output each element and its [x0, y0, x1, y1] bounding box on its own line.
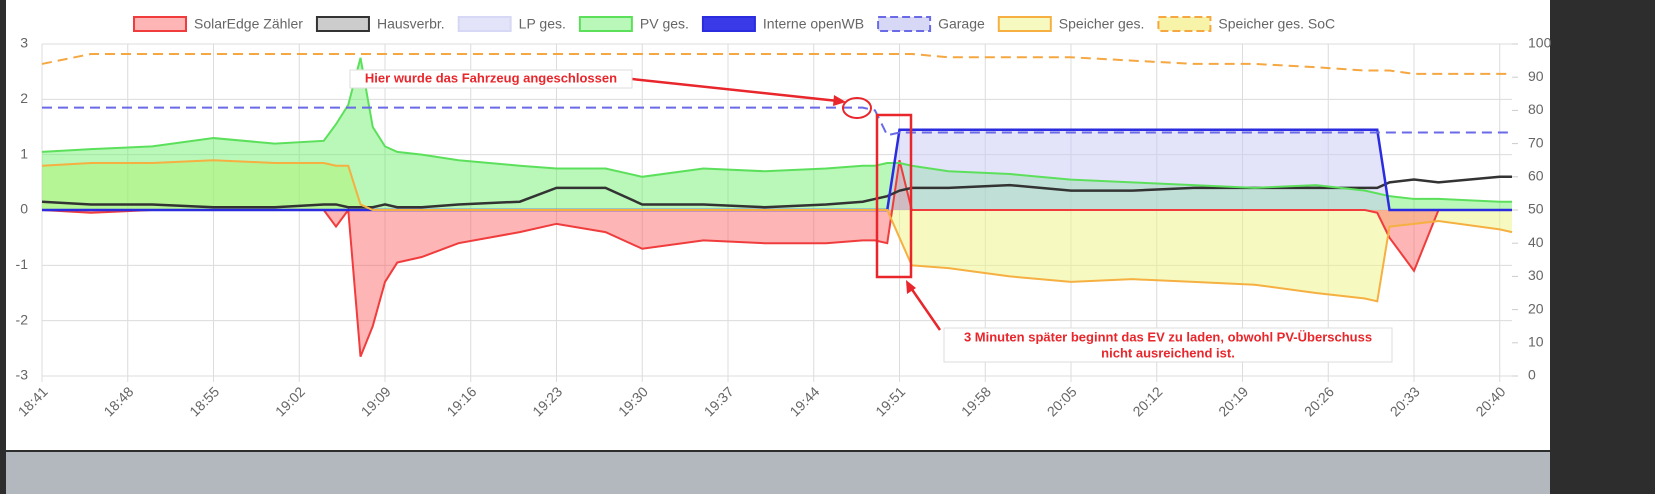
y2-tick-label: 30: [1528, 267, 1544, 283]
series-line: [42, 106, 1512, 137]
legend: SolarEdge Zähler Hausverbr. LP ges. PV ges.…: [133, 16, 1335, 32]
legend-label: Speicher ges.: [1059, 16, 1145, 32]
y-tick-label: 0: [20, 201, 28, 217]
arrow: [631, 77, 839, 103]
legend-swatch: [877, 16, 932, 32]
annotation-box: [943, 327, 1393, 363]
y-tick-label: -3: [16, 367, 29, 383]
y2-tick-label: 80: [1528, 101, 1544, 117]
highlight-ellipse: [842, 97, 872, 119]
annotation: nicht ausreichend ist.: [1101, 345, 1235, 360]
plot: [41, 52, 1513, 358]
y2-tick-label: 70: [1528, 134, 1544, 150]
legend-swatch: [457, 16, 512, 32]
y2-tick-label: 20: [1528, 300, 1544, 316]
legend-swatch: [1157, 16, 1212, 32]
series-line: [41, 52, 1512, 75]
highlight-box: [875, 113, 913, 279]
series-area: [42, 57, 1512, 211]
y2-tick-label: 50: [1528, 201, 1544, 217]
y2-tick-label: 100: [1528, 35, 1552, 51]
y2-tick-label: 0: [1528, 367, 1536, 383]
y2-tick-label: 60: [1528, 168, 1544, 184]
y-tick-label: -1: [16, 256, 29, 272]
legend-label: LP ges.: [519, 16, 566, 32]
legend-label: Speicher ges. SoC: [1218, 16, 1335, 32]
arrowhead: [906, 280, 916, 294]
legend-swatch: [701, 16, 756, 32]
legend-label: PV ges.: [640, 16, 689, 32]
legend-swatch: [997, 16, 1052, 32]
arrowhead: [833, 95, 846, 106]
legend-swatch: [315, 16, 370, 32]
legend-label: SolarEdge Zähler: [194, 16, 303, 32]
annotations: Hier wurde das Fahrzeug angeschlossen 3 …: [349, 69, 1393, 363]
legend-label: Interne openWB: [763, 16, 864, 32]
y2-tick-label: 90: [1528, 68, 1544, 84]
y-tick-label: -2: [16, 311, 29, 327]
annotation: 3 Minuten später beginnt das EV zu laden…: [964, 329, 1372, 344]
series-line: [41, 57, 1512, 203]
legend-swatch: [578, 16, 633, 32]
y2-tick-label: 40: [1528, 234, 1544, 250]
series-area: [42, 160, 1512, 302]
footer-strip: [6, 452, 1550, 494]
y-tick-label: 1: [20, 145, 28, 161]
y2-tick-label: 10: [1528, 334, 1544, 350]
series-line: [41, 159, 1513, 303]
annotation-box: [349, 69, 633, 89]
series-line: [41, 159, 1512, 358]
annotation: Hier wurde das Fahrzeug angeschlossen: [365, 70, 617, 85]
arrow: [909, 287, 942, 331]
y-tick-label: 2: [20, 90, 28, 106]
legend-label: Hausverbr.: [377, 16, 445, 32]
legend-label: Garage: [938, 16, 985, 32]
y-tick-label: 3: [20, 35, 28, 51]
legend-swatch: [133, 16, 187, 32]
